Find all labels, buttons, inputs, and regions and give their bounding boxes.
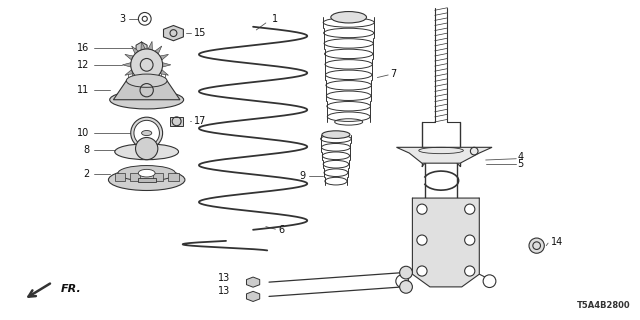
Ellipse shape xyxy=(399,281,412,293)
Polygon shape xyxy=(125,70,133,75)
Text: T5A4B2800: T5A4B2800 xyxy=(577,301,631,310)
Polygon shape xyxy=(132,46,139,54)
Ellipse shape xyxy=(322,131,350,139)
Text: 9: 9 xyxy=(300,171,306,181)
Ellipse shape xyxy=(483,275,496,288)
Ellipse shape xyxy=(529,238,544,253)
Polygon shape xyxy=(141,80,145,88)
Text: 12: 12 xyxy=(77,60,90,70)
Polygon shape xyxy=(132,76,139,84)
Text: 15: 15 xyxy=(194,28,206,38)
Polygon shape xyxy=(122,63,131,67)
Polygon shape xyxy=(160,70,168,75)
Polygon shape xyxy=(412,198,479,287)
Polygon shape xyxy=(160,54,168,60)
Text: 11: 11 xyxy=(77,85,90,95)
Bar xyxy=(168,173,179,181)
Ellipse shape xyxy=(126,74,167,87)
Ellipse shape xyxy=(465,235,475,245)
Bar xyxy=(170,117,183,126)
Polygon shape xyxy=(155,76,162,84)
Bar xyxy=(130,173,140,181)
Text: 13: 13 xyxy=(218,286,230,296)
Polygon shape xyxy=(141,41,145,50)
Ellipse shape xyxy=(417,204,427,214)
Polygon shape xyxy=(136,42,147,55)
Polygon shape xyxy=(148,41,152,50)
Ellipse shape xyxy=(396,275,408,288)
Ellipse shape xyxy=(108,169,185,190)
Text: 2: 2 xyxy=(83,169,90,179)
Text: 10: 10 xyxy=(77,128,90,138)
Ellipse shape xyxy=(141,131,152,136)
Polygon shape xyxy=(155,46,162,54)
Ellipse shape xyxy=(136,138,158,160)
Text: 17: 17 xyxy=(194,116,206,126)
Bar xyxy=(115,173,125,181)
Ellipse shape xyxy=(131,117,163,149)
Bar xyxy=(153,173,163,181)
Ellipse shape xyxy=(138,169,155,177)
Text: 7: 7 xyxy=(390,69,396,79)
Text: 4: 4 xyxy=(518,152,524,163)
Polygon shape xyxy=(163,26,184,41)
Text: 1: 1 xyxy=(272,14,278,24)
Ellipse shape xyxy=(131,49,163,81)
Ellipse shape xyxy=(399,266,412,279)
Polygon shape xyxy=(163,63,171,67)
Bar xyxy=(138,178,156,182)
Polygon shape xyxy=(148,80,152,88)
Polygon shape xyxy=(396,147,492,163)
Text: 5: 5 xyxy=(518,159,524,169)
Ellipse shape xyxy=(465,204,475,214)
Text: 3: 3 xyxy=(120,14,125,24)
Polygon shape xyxy=(125,54,133,60)
Text: 16: 16 xyxy=(77,43,90,53)
Ellipse shape xyxy=(417,266,427,276)
Ellipse shape xyxy=(134,120,159,146)
Ellipse shape xyxy=(465,266,475,276)
Text: 6: 6 xyxy=(278,225,285,235)
Text: 8: 8 xyxy=(83,145,90,155)
Polygon shape xyxy=(113,81,180,100)
Ellipse shape xyxy=(417,235,427,245)
Text: 14: 14 xyxy=(550,237,563,247)
Ellipse shape xyxy=(115,144,179,160)
Text: FR.: FR. xyxy=(61,284,81,294)
Ellipse shape xyxy=(331,12,367,23)
Ellipse shape xyxy=(109,91,184,109)
Polygon shape xyxy=(246,291,260,301)
Ellipse shape xyxy=(118,165,175,181)
Text: 13: 13 xyxy=(218,273,230,283)
Polygon shape xyxy=(246,277,260,287)
